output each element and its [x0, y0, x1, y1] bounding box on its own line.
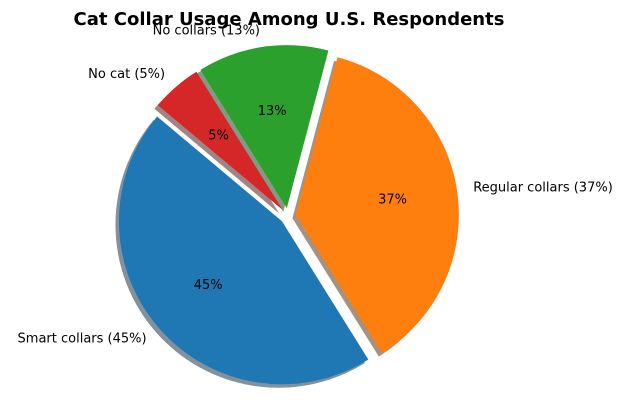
- slice-pct-regular-collars: 37%: [378, 193, 407, 208]
- pie-labels: Cat Collar Usage Among U.S. Respondents …: [18, 9, 613, 346]
- pie-slice-regular-collars: [295, 57, 459, 354]
- slice-label-no-collars: No collars (13%): [153, 23, 260, 38]
- slice-label-no-cat: No cat (5%): [88, 67, 165, 82]
- slice-pct-smart-collars: 45%: [194, 278, 223, 293]
- slice-pct-no-collars: 13%: [258, 104, 287, 119]
- pie-slice-smart-collars: [118, 116, 369, 385]
- slice-label-smart-collars: Smart collars (45%): [18, 331, 147, 346]
- pie-slice-no-cat: [157, 71, 283, 210]
- slice-label-regular-collars: Regular collars (37%): [473, 181, 613, 196]
- slice-pct-no-cat: 5%: [208, 129, 229, 144]
- chart-title: Cat Collar Usage Among U.S. Respondents: [74, 9, 505, 30]
- pie-slice-no-collars: [200, 45, 329, 209]
- pie-wedges: [118, 45, 459, 385]
